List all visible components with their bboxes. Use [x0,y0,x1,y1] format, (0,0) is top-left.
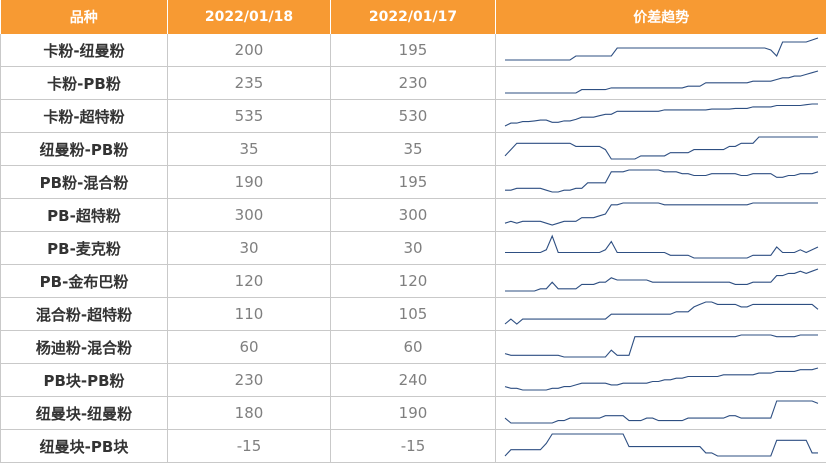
sparkline [504,136,818,160]
trend-cell [495,330,826,364]
variety-name: 纽曼块-纽曼粉 [0,396,168,430]
value-date-1: 30 [167,231,331,265]
sparkline [504,103,818,127]
value-date-1: 120 [167,264,331,298]
variety-name: PB-金布巴粉 [0,264,168,298]
sparkline [505,169,819,193]
trend-cell [495,132,826,166]
sparkline-series [505,234,819,259]
sparkline-series [505,169,819,193]
value-date-2: 190 [330,396,496,430]
value-date-1: 190 [167,165,331,199]
value-date-2: 120 [330,264,496,298]
table-row: 纽曼块-纽曼粉 180 190 [0,396,826,430]
variety-name: 卡粉-纽曼粉 [0,34,168,67]
value-date-1: 300 [167,198,331,232]
table-body: 卡粉-纽曼粉 200 195 卡粉-PB粉 235 230 卡粉-超特粉 535 530 纽曼粉-… [0,34,826,463]
variety-name: PB粉-混合粉 [0,165,168,199]
trend-cell [495,231,826,265]
sparkline-series [504,103,818,127]
trend-cell [495,429,826,463]
header-trend: 价差趋势 [495,0,826,34]
value-date-2: -15 [330,429,496,463]
sparkline-series [505,70,819,94]
table-row: PB-超特粉 300 300 [0,198,826,232]
variety-name: 卡粉-超特粉 [0,99,168,133]
value-date-2: 230 [330,66,496,100]
value-date-1: 235 [167,66,331,100]
sparkline-series [504,400,819,424]
sparkline-series [504,367,819,391]
trend-cell [495,198,826,232]
trend-cell [495,396,826,430]
trend-cell [495,165,826,199]
trend-cell [495,297,826,331]
table-row: 混合粉-超特粉 110 105 [0,297,826,331]
value-date-2: 195 [330,165,496,199]
header-variety: 品种 [0,0,168,34]
value-date-2: 30 [330,231,496,265]
value-date-1: 35 [167,132,331,166]
variety-name: 卡粉-PB粉 [0,66,168,100]
sparkline [505,268,819,292]
value-date-2: 195 [330,34,496,67]
value-date-2: 35 [330,132,496,166]
value-date-1: 200 [167,34,331,67]
variety-name: PB块-PB粉 [0,363,168,397]
header-date-2: 2022/01/17 [330,0,496,34]
table-row: PB-金布巴粉 120 120 [0,264,826,298]
value-date-1: -15 [167,429,331,463]
value-date-1: 60 [167,330,331,364]
variety-name: 纽曼块-PB块 [0,429,168,463]
value-date-1: 535 [167,99,331,133]
value-date-2: 240 [330,363,496,397]
variety-name: 杨迪粉-混合粉 [0,330,168,364]
table-row: PB块-PB粉 230 240 [0,363,826,397]
value-date-1: 180 [167,396,331,430]
table-row: PB-麦克粉 30 30 [0,231,826,265]
sparkline [504,367,819,391]
sparkline-series [504,202,818,226]
sparkline [504,433,818,457]
sparkline-series [505,268,819,292]
sparkline-series [504,334,818,358]
trend-cell [495,99,826,133]
sparkline-series [505,37,819,61]
sparkline [504,301,819,325]
table-row: PB粉-混合粉 190 195 [0,165,826,199]
table-row: 卡粉-PB粉 235 230 [0,66,826,100]
value-date-2: 60 [330,330,496,364]
variety-name: 纽曼粉-PB粉 [0,132,168,166]
value-date-1: 110 [167,297,331,331]
table-row: 卡粉-纽曼粉 200 195 [0,34,826,67]
value-date-2: 105 [330,297,496,331]
variety-name: PB-麦克粉 [0,231,168,265]
trend-cell [495,34,826,67]
value-date-2: 300 [330,198,496,232]
sparkline-series [504,136,818,160]
sparkline [504,334,818,358]
sparkline [504,202,818,226]
sparkline [505,70,819,94]
header-row: 品种 2022/01/18 2022/01/17 价差趋势 [0,0,826,34]
sparkline [504,400,819,424]
table-row: 纽曼粉-PB粉 35 35 [0,132,826,166]
sparkline-series [504,301,819,325]
sparkline [505,37,819,61]
trend-cell [495,264,826,298]
table-row: 纽曼块-PB块 -15 -15 [0,429,826,463]
value-date-2: 530 [330,99,496,133]
variety-name: 混合粉-超特粉 [0,297,168,331]
table-row: 杨迪粉-混合粉 60 60 [0,330,826,364]
value-date-1: 230 [167,363,331,397]
sparkline [505,234,819,259]
sparkline-series [504,433,818,457]
trend-cell [495,363,826,397]
table-row: 卡粉-超特粉 535 530 [0,99,826,133]
trend-cell [495,66,826,100]
variety-name: PB-超特粉 [0,198,168,232]
header-date-1: 2022/01/18 [167,0,331,34]
